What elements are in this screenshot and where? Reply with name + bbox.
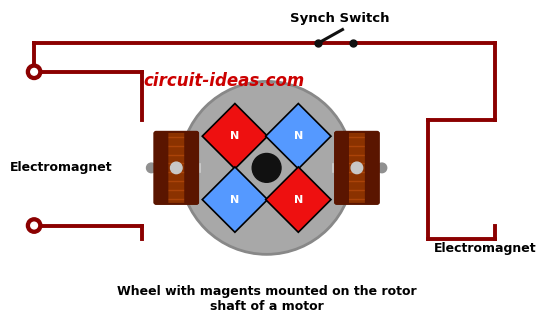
Circle shape <box>31 222 38 229</box>
Polygon shape <box>265 104 331 169</box>
Circle shape <box>377 163 387 173</box>
FancyBboxPatch shape <box>154 132 168 203</box>
Circle shape <box>27 218 42 233</box>
Polygon shape <box>202 104 268 169</box>
Circle shape <box>252 153 281 182</box>
Text: N: N <box>230 195 239 205</box>
Text: Wheel with magents mounted on the rotor
shaft of a motor: Wheel with magents mounted on the rotor … <box>117 285 416 313</box>
FancyBboxPatch shape <box>154 132 198 204</box>
Text: N: N <box>294 131 303 141</box>
Polygon shape <box>265 167 331 232</box>
FancyBboxPatch shape <box>335 132 379 204</box>
Circle shape <box>170 162 182 174</box>
Circle shape <box>27 64 42 80</box>
Text: N: N <box>294 195 303 205</box>
Polygon shape <box>202 167 268 232</box>
Circle shape <box>31 68 38 75</box>
Text: Synch Switch: Synch Switch <box>290 12 390 24</box>
FancyBboxPatch shape <box>366 132 379 203</box>
FancyBboxPatch shape <box>335 132 348 203</box>
Text: Electromagnet: Electromagnet <box>10 161 112 174</box>
Text: Electromagnet: Electromagnet <box>434 242 537 255</box>
Text: circuit-ideas.com: circuit-ideas.com <box>144 72 305 90</box>
Text: N: N <box>230 131 239 141</box>
Circle shape <box>180 82 353 254</box>
FancyBboxPatch shape <box>185 132 199 203</box>
Circle shape <box>351 162 363 174</box>
Circle shape <box>146 163 156 173</box>
